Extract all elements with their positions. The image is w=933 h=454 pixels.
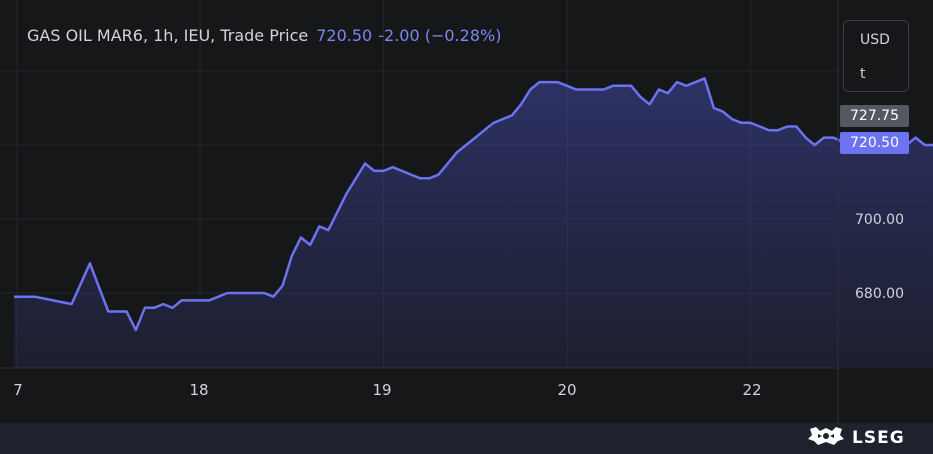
price-area [14, 78, 933, 368]
unit-label: t [860, 66, 866, 82]
last-price-badge: 727.75 [840, 105, 909, 127]
legend-price: 720.50 [316, 26, 373, 45]
currency-unit-button[interactable]: USD t [843, 20, 909, 92]
lseg-logo: LSEG [806, 425, 905, 451]
x-tick-label: 18 [189, 381, 208, 399]
chart-legend: GAS OIL MAR6, 1h, IEU, Trade Price 720.50… [27, 26, 501, 45]
y-tick-label: 680.00 [855, 286, 904, 302]
logo-text: LSEG [852, 428, 905, 448]
x-tick-label: 22 [742, 381, 761, 399]
x-tick-label: 7 [13, 381, 23, 399]
currency-label: USD [860, 32, 890, 48]
footer-bar [0, 423, 933, 454]
x-tick-label: 20 [557, 381, 576, 399]
crest-icon [806, 425, 846, 451]
symbol-title: GAS OIL MAR6, 1h, IEU, Trade Price [27, 26, 309, 45]
y-axis[interactable]: 680.00 700.00 [855, 212, 904, 302]
chart-frame: 680.00 700.00 7 18 19 20 22 GAS OIL MAR6, 1h,… [0, 0, 933, 423]
price-chart[interactable]: 680.00 700.00 7 18 19 20 22 [0, 0, 933, 423]
legend-change: -2.00 (−0.28%) [378, 26, 502, 45]
current-price-badge: 720.50 [840, 132, 909, 154]
x-axis[interactable]: 7 18 19 20 22 [13, 381, 761, 399]
x-tick-label: 19 [372, 381, 391, 399]
y-tick-label: 700.00 [855, 212, 904, 228]
